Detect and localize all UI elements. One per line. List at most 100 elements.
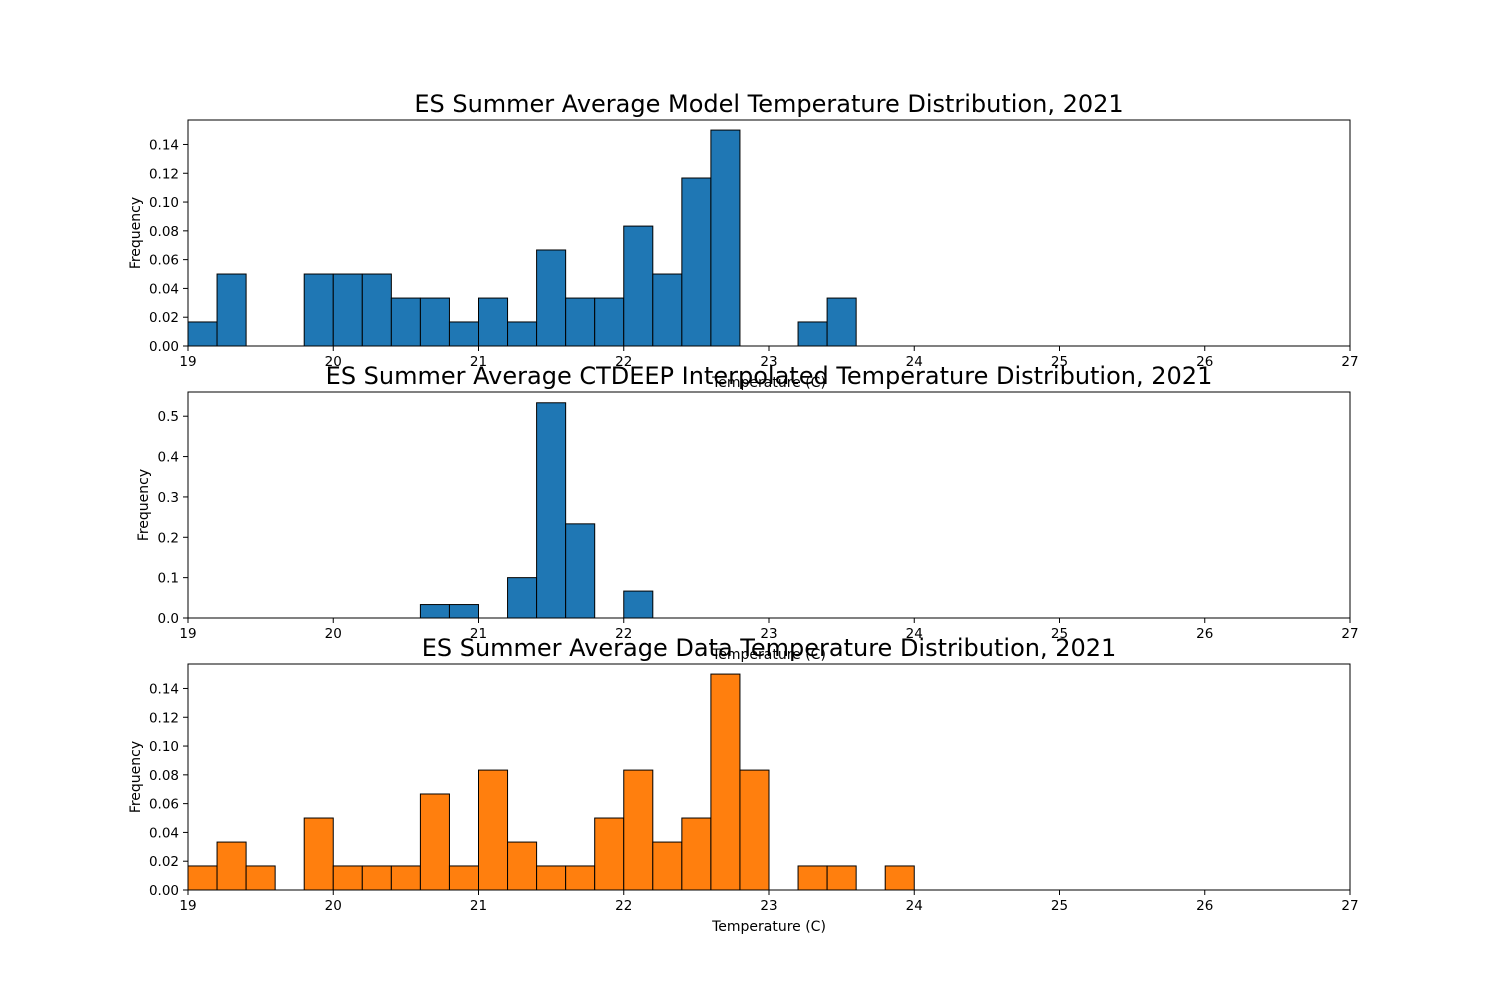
y-tick-label: 0.08 xyxy=(149,224,179,240)
histogram-bar xyxy=(565,297,596,347)
histogram-bar xyxy=(245,865,276,891)
histogram-bar xyxy=(623,769,654,891)
y-tick-label: 0.10 xyxy=(149,195,179,211)
x-tick-label: 27 xyxy=(1341,354,1358,370)
x-axis-label: Temperature (C) xyxy=(711,919,826,935)
histogram-bar xyxy=(216,273,247,347)
histogram-bar xyxy=(303,817,334,891)
y-tick-label: 0.12 xyxy=(149,710,179,726)
histogram-bar xyxy=(710,129,741,347)
histogram-bar xyxy=(681,817,712,891)
y-axis-label: Frequency xyxy=(136,469,152,541)
x-tick-label: 21 xyxy=(470,354,487,370)
histogram-bar xyxy=(448,865,480,891)
histogram-bar xyxy=(826,297,857,347)
histogram-bar xyxy=(390,865,421,891)
histogram-bar xyxy=(507,841,538,891)
histogram-bar xyxy=(884,865,915,891)
x-tick-label: 23 xyxy=(760,898,777,914)
histogram-bar xyxy=(332,865,363,891)
y-tick-label: 0.04 xyxy=(149,281,179,297)
histogram-bar xyxy=(739,769,770,891)
histogram-bar xyxy=(710,673,741,891)
x-tick-label: 25 xyxy=(1051,354,1068,370)
y-tick-label: 0.00 xyxy=(149,883,179,899)
histogram-bar xyxy=(681,177,712,347)
x-tick-label: 24 xyxy=(906,354,923,370)
histogram-bar xyxy=(332,273,363,347)
x-tick-label: 21 xyxy=(470,626,487,642)
histogram-bar xyxy=(303,273,334,347)
histogram-bar xyxy=(478,297,509,347)
histogram-bar xyxy=(623,225,654,347)
y-tick-label: 0.0 xyxy=(158,611,179,627)
histogram-bar xyxy=(623,590,654,619)
x-tick-label: 20 xyxy=(325,354,342,370)
y-tick-label: 0.08 xyxy=(149,768,179,784)
y-tick-label: 0.04 xyxy=(149,825,179,841)
x-tick-label: 20 xyxy=(325,898,342,914)
histogram-bar xyxy=(361,273,392,347)
histogram-bar xyxy=(187,321,218,347)
y-tick-label: 0.1 xyxy=(158,571,179,587)
chart-title: ES Summer Average CTDEEP Interpolated Te… xyxy=(326,362,1213,390)
y-tick-label: 0.3 xyxy=(158,490,179,506)
y-axis-label: Frequency xyxy=(128,197,144,269)
y-tick-label: 0.02 xyxy=(149,854,179,870)
histogram-bar xyxy=(565,523,596,619)
histogram-bar xyxy=(419,604,450,619)
x-tick-label: 19 xyxy=(179,898,196,914)
model-temperature-histogram: 19 20 21 22 23 24 25 26 27 0.00 0.02 0.04 0.06 0.08 0.… xyxy=(128,90,1359,391)
x-tick-label: 26 xyxy=(1196,626,1213,642)
y-tick-label: 0.4 xyxy=(158,450,179,466)
x-tick-label: 23 xyxy=(760,354,777,370)
x-tick-label: 25 xyxy=(1051,898,1068,914)
histogram-bar xyxy=(478,769,509,891)
histogram-bar xyxy=(536,402,567,619)
x-tick-label: 27 xyxy=(1341,626,1358,642)
y-tick-label: 0.14 xyxy=(149,137,179,153)
x-tick-label: 26 xyxy=(1196,898,1213,914)
histogram-bar xyxy=(797,865,828,891)
histogram-bar xyxy=(390,297,421,347)
y-tick-label: 0.12 xyxy=(149,166,179,182)
x-tick-label: 24 xyxy=(906,898,923,914)
histogram-bar xyxy=(361,865,392,891)
data-temperature-histogram: 19 20 21 22 23 24 25 26 27 0.00 0.02 0.04 0.06 0.08 0.… xyxy=(128,634,1359,935)
histogram-bar xyxy=(448,321,480,347)
histogram-bar xyxy=(216,841,247,891)
x-tick-label: 20 xyxy=(325,626,342,642)
x-tick-label: 22 xyxy=(615,626,632,642)
y-tick-label: 0.14 xyxy=(149,681,179,697)
x-tick-label: 26 xyxy=(1196,354,1213,370)
histogram-bar xyxy=(507,577,538,619)
histogram-bar xyxy=(594,297,625,347)
x-tick-label: 22 xyxy=(615,898,632,914)
y-tick-label: 0.10 xyxy=(149,739,179,755)
histogram-bar xyxy=(187,865,218,891)
x-axis-label: Temperature (C) xyxy=(711,375,826,391)
histogram-bar xyxy=(419,297,450,347)
y-tick-label: 0.5 xyxy=(158,409,179,425)
x-tick-label: 22 xyxy=(615,354,632,370)
x-tick-label: 24 xyxy=(906,626,923,642)
y-tick-label: 0.06 xyxy=(149,253,179,269)
ctdeep-temperature-histogram: 19 20 21 22 23 24 25 26 27 0.0 0.1 0.2 0.3 0.4 0.5 Temp… xyxy=(136,362,1359,663)
x-tick-label: 27 xyxy=(1341,898,1358,914)
x-axis-label: Temperature (C) xyxy=(711,647,826,663)
x-tick-label: 21 xyxy=(470,898,487,914)
histogram-bar xyxy=(826,865,857,891)
x-tick-label: 23 xyxy=(760,626,777,642)
histogram-bar xyxy=(565,865,596,891)
y-tick-label: 0.00 xyxy=(149,339,179,355)
histogram-bar xyxy=(507,321,538,347)
y-tick-label: 0.2 xyxy=(158,530,179,546)
histogram-bar xyxy=(448,604,480,619)
histogram-bar xyxy=(594,817,625,891)
x-tick-label: 19 xyxy=(179,626,196,642)
chart-title: ES Summer Average Model Temperature Dist… xyxy=(414,90,1123,118)
x-tick-label: 19 xyxy=(179,354,196,370)
histogram-bar xyxy=(652,273,683,347)
histogram-bar xyxy=(536,865,567,891)
